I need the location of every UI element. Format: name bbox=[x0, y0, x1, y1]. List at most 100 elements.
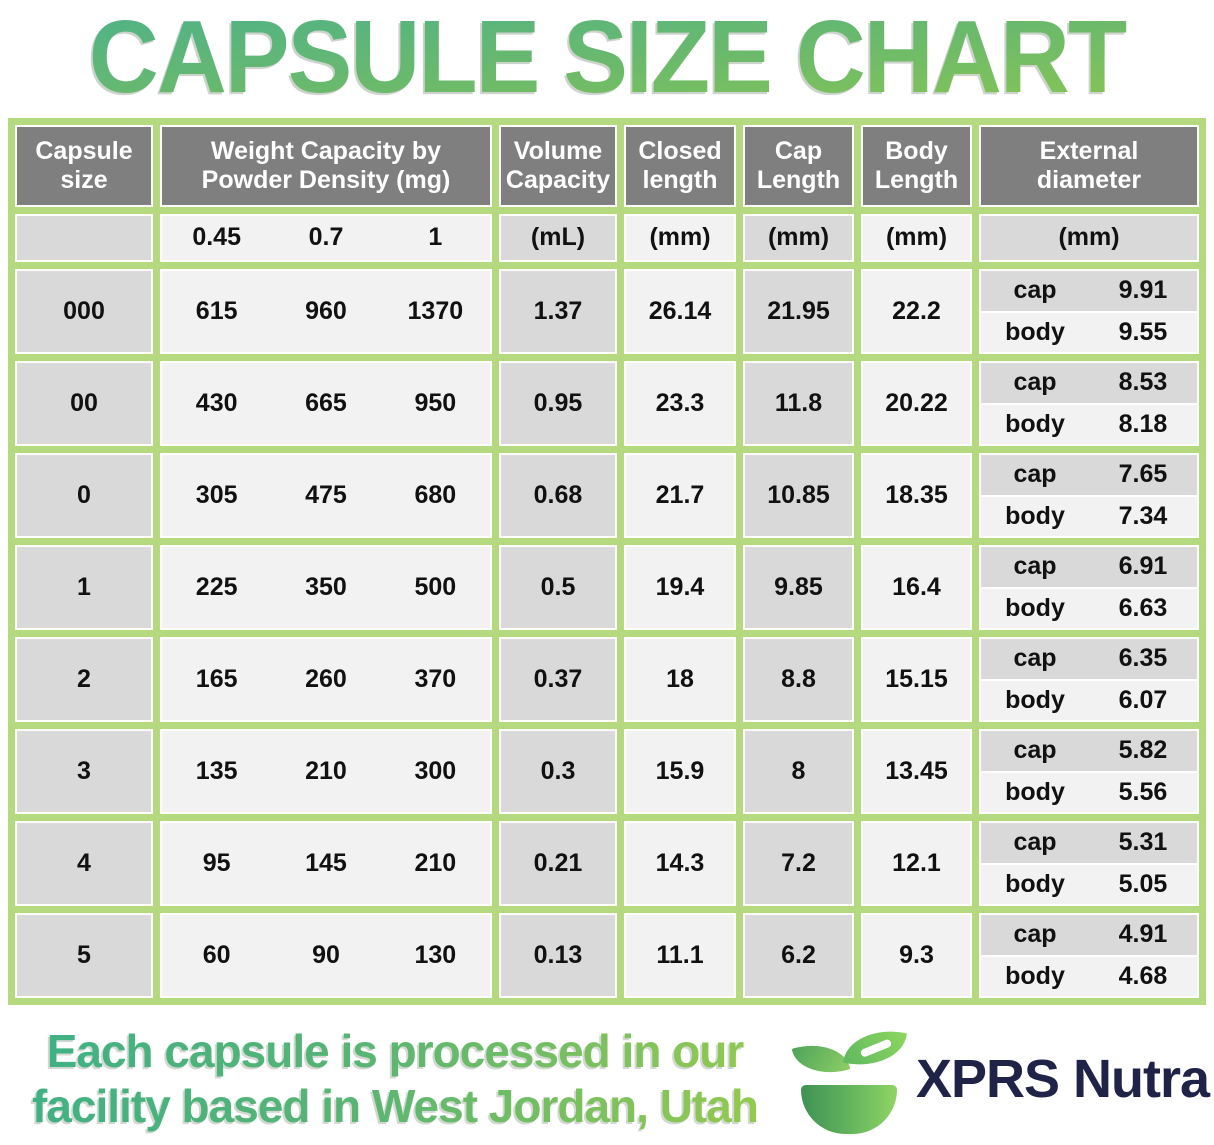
footer-caption-line1: Each capsule is processed in our bbox=[46, 1025, 744, 1078]
density-value: 0.45 bbox=[192, 223, 241, 252]
external-cap-row: cap 6.35 bbox=[981, 639, 1197, 681]
cell-body-length: 15.15 bbox=[861, 637, 972, 722]
units-powder-densities: 0.45 0.7 1 bbox=[160, 214, 492, 262]
cell-body-length: 12.1 bbox=[861, 821, 972, 906]
table-row: 4 95 145 210 0.21 14.3 7.2 12.1 cap 5.31… bbox=[15, 821, 1199, 906]
cell-volume-capacity: 1.37 bbox=[499, 269, 617, 354]
weight-value: 260 bbox=[305, 664, 347, 693]
cell-volume-capacity: 0.21 bbox=[499, 821, 617, 906]
capsule-size-table: Capsule size Weight Capacity by Powder D… bbox=[8, 118, 1206, 1005]
cell-volume-capacity: 0.37 bbox=[499, 637, 617, 722]
external-body-row: body 6.63 bbox=[981, 588, 1197, 628]
weight-value: 960 bbox=[305, 296, 347, 325]
weight-value: 135 bbox=[195, 756, 238, 785]
cell-weight-capacity: 305 475 680 bbox=[160, 453, 492, 538]
footer: Each capsule is processed in our facilit… bbox=[0, 1012, 1214, 1145]
external-cap-value: 5.31 bbox=[1118, 828, 1168, 856]
table-row: 1 225 350 500 0.5 19.4 9.85 16.4 cap 6.9… bbox=[15, 545, 1199, 630]
cell-capsule-size: 0 bbox=[15, 453, 153, 538]
weight-value: 665 bbox=[305, 388, 347, 417]
cell-body-length: 16.4 bbox=[861, 545, 972, 630]
external-body-row: body 8.18 bbox=[981, 404, 1197, 444]
cell-body-length: 18.35 bbox=[861, 453, 972, 538]
external-cap-label: cap bbox=[1013, 368, 1057, 396]
units-external-diameter: (mm) bbox=[979, 214, 1199, 262]
weight-value: 370 bbox=[414, 664, 457, 693]
weight-value: 60 bbox=[202, 940, 231, 969]
external-body-label: body bbox=[1005, 777, 1065, 806]
cell-closed-length: 18 bbox=[624, 637, 736, 722]
cell-closed-length: 14.3 bbox=[624, 821, 736, 906]
weight-value: 300 bbox=[414, 756, 457, 785]
external-body-label: body bbox=[1005, 869, 1065, 898]
cell-capsule-size: 4 bbox=[15, 821, 153, 906]
weight-value: 165 bbox=[195, 664, 238, 693]
external-cap-label: cap bbox=[1013, 920, 1057, 948]
external-cap-label: cap bbox=[1013, 644, 1057, 672]
cell-cap-length: 11.8 bbox=[743, 361, 854, 446]
weight-value: 350 bbox=[305, 572, 347, 601]
density-value: 0.7 bbox=[308, 223, 344, 252]
cell-external-diameter: cap 5.82 body 5.56 bbox=[979, 729, 1199, 814]
cell-capsule-size: 5 bbox=[15, 913, 153, 998]
external-cap-label: cap bbox=[1013, 828, 1057, 856]
external-cap-value: 6.91 bbox=[1118, 552, 1168, 580]
page-title: CAPSULE SIZE CHART bbox=[0, 0, 1214, 119]
table-row: 00 430 665 950 0.95 23.3 11.8 20.22 cap … bbox=[15, 361, 1199, 446]
cell-external-diameter: cap 6.91 body 6.63 bbox=[979, 545, 1199, 630]
cell-cap-length: 9.85 bbox=[743, 545, 854, 630]
external-body-label: body bbox=[1005, 961, 1065, 990]
cell-external-diameter: cap 5.31 body 5.05 bbox=[979, 821, 1199, 906]
weight-value: 950 bbox=[414, 388, 457, 417]
cell-body-length: 13.45 bbox=[861, 729, 972, 814]
cell-closed-length: 19.4 bbox=[624, 545, 736, 630]
external-cap-label: cap bbox=[1013, 552, 1057, 580]
cell-volume-capacity: 0.68 bbox=[499, 453, 617, 538]
cell-cap-length: 8 bbox=[743, 729, 854, 814]
external-cap-label: cap bbox=[1013, 276, 1057, 304]
weight-value: 225 bbox=[195, 572, 238, 601]
external-cap-value: 9.91 bbox=[1118, 276, 1168, 304]
col-header-capsule-size: Capsule size bbox=[15, 125, 153, 207]
external-body-row: body 7.34 bbox=[981, 496, 1197, 536]
units-volume: (mL) bbox=[499, 214, 617, 262]
external-body-row: body 4.68 bbox=[981, 956, 1197, 996]
external-body-row: body 9.55 bbox=[981, 312, 1197, 352]
weight-value: 305 bbox=[195, 480, 238, 509]
units-cap-length: (mm) bbox=[743, 214, 854, 262]
external-body-row: body 5.56 bbox=[981, 772, 1197, 812]
cell-closed-length: 15.9 bbox=[624, 729, 736, 814]
external-body-value: 5.05 bbox=[1118, 869, 1168, 898]
brand-name: XPRS Nutra bbox=[916, 1048, 1210, 1109]
cell-capsule-size: 3 bbox=[15, 729, 153, 814]
table-row: 000 615 960 1370 1.37 26.14 21.95 22.2 c… bbox=[15, 269, 1199, 354]
cell-body-length: 22.2 bbox=[861, 269, 972, 354]
external-body-value: 7.34 bbox=[1118, 501, 1168, 530]
external-body-value: 6.07 bbox=[1118, 685, 1168, 714]
external-cap-value: 4.91 bbox=[1118, 920, 1168, 948]
external-cap-value: 8.53 bbox=[1118, 368, 1168, 396]
table-row: 3 135 210 300 0.3 15.9 8 13.45 cap 5.82 … bbox=[15, 729, 1199, 814]
external-body-row: body 6.07 bbox=[981, 680, 1197, 720]
external-body-label: body bbox=[1005, 593, 1065, 622]
cell-weight-capacity: 225 350 500 bbox=[160, 545, 492, 630]
cell-weight-capacity: 60 90 130 bbox=[160, 913, 492, 998]
cell-volume-capacity: 0.3 bbox=[499, 729, 617, 814]
external-cap-row: cap 6.91 bbox=[981, 547, 1197, 589]
external-cap-value: 5.82 bbox=[1118, 736, 1168, 764]
left-leaf-icon bbox=[791, 1035, 851, 1082]
cell-weight-capacity: 615 960 1370 bbox=[160, 269, 492, 354]
cell-closed-length: 21.7 bbox=[624, 453, 736, 538]
external-body-label: body bbox=[1005, 501, 1065, 530]
units-closed-length: (mm) bbox=[624, 214, 736, 262]
external-body-value: 8.18 bbox=[1118, 409, 1168, 438]
cell-external-diameter: cap 6.35 body 6.07 bbox=[979, 637, 1199, 722]
col-header-cap-length: Cap Length bbox=[743, 125, 854, 207]
cell-volume-capacity: 0.5 bbox=[499, 545, 617, 630]
weight-value: 210 bbox=[414, 848, 457, 877]
external-body-row: body 5.05 bbox=[981, 864, 1197, 904]
density-value: 1 bbox=[428, 223, 443, 252]
brand-logo: XPRS Nutra bbox=[791, 1020, 1210, 1138]
weight-value: 680 bbox=[414, 480, 457, 509]
table-header-row: Capsule size Weight Capacity by Powder D… bbox=[15, 125, 1199, 207]
